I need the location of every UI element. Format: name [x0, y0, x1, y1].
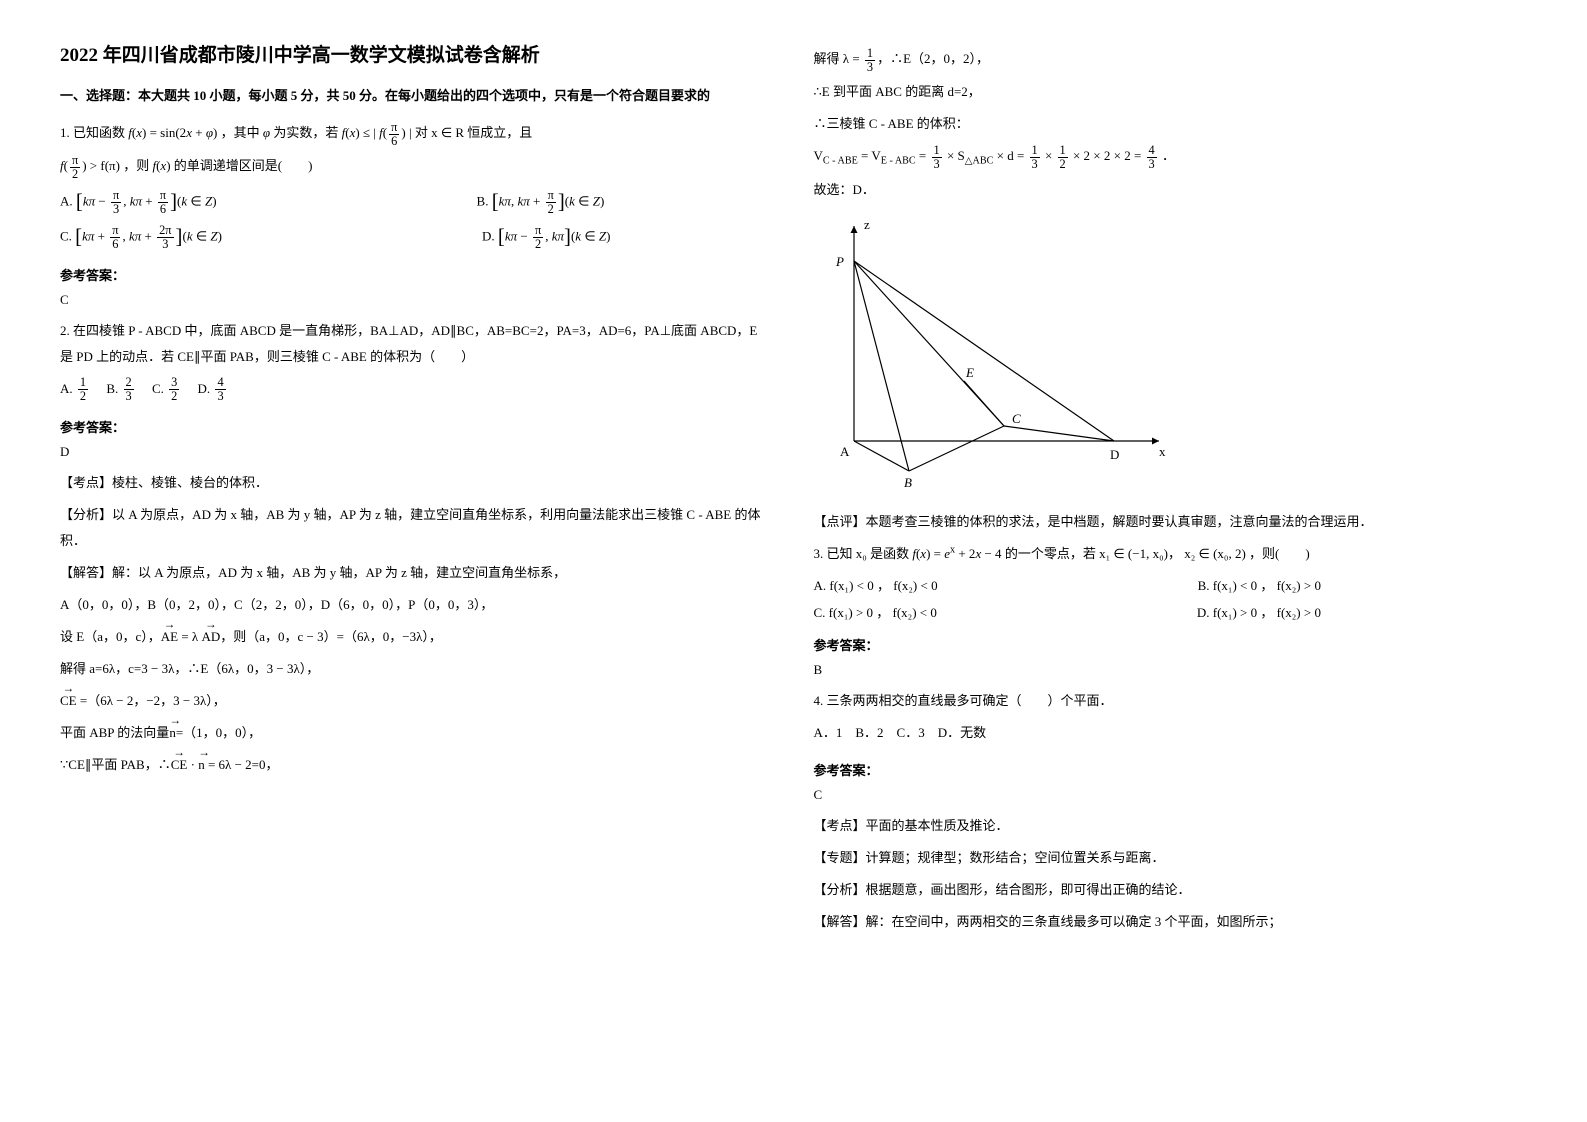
q2-jieda-5: CE =（6λ − 2，−2，3 − 3λ）， — [60, 688, 774, 714]
q3-opt-c: C. f(x₁) > 0 ， f(x₂) < 0 — [814, 602, 937, 621]
q3-answer-label: 参考答案： — [814, 635, 1528, 654]
q1-fdef: f(x) = sin(2x + φ) — [128, 125, 217, 140]
q2-r1: 解得 λ = 13，∴E（2，0，2）， — [814, 46, 1528, 73]
section-1-heading: 一、选择题：本大题共 10 小题，每小题 5 分，共 50 分。在每小题给出的四… — [60, 85, 774, 104]
pt-C: C — [1012, 411, 1021, 426]
page-title: 2022 年四川省成都市陵川中学高一数学文模拟试卷含解析 — [60, 40, 774, 67]
q3-stem: 3. 已知 x₀ 是函数 f(x) = ex + 2x − 4 的一个零点，若 … — [814, 541, 1528, 567]
q2-r3: ∴三棱锥 C - ABE 的体积： — [814, 111, 1528, 137]
q4-stem: 4. 三条两两相交的直线最多可确定（ ）个平面． — [814, 688, 1528, 714]
q1-cond1: f(x) ≤ | f(π6) | — [342, 125, 415, 140]
q4-jieda: 【解答】解：在空间中，两两相交的三条直线最多可以确定 3 个平面，如图所示； — [814, 909, 1528, 935]
q1-opt-d: D. [kπ − π2, kπ](k ∈ Z) — [482, 224, 610, 251]
q2-stem: 2. 在四棱锥 P - ABCD 中，底面 ABCD 是一直角梯形，BA⊥AD，… — [60, 318, 774, 370]
vector-ae: AE — [161, 624, 178, 650]
pt-D: D — [1110, 447, 1119, 462]
q1-mid4: ，则 — [123, 158, 149, 173]
q1-opt-b: B. [kπ, kπ + π2](k ∈ Z) — [477, 189, 605, 216]
q3-fx: f(x) = ex + 2x − 4 — [912, 546, 1001, 561]
q1-answer-label: 参考答案： — [60, 265, 774, 284]
q1-cond2: f(π2) > f(π) — [60, 158, 123, 173]
q4-zhuanti: 【专题】计算题；规律型；数形结合；空间位置关系与距离． — [814, 845, 1528, 871]
q2-fenxi: 【分析】以 A 为原点，AD 为 x 轴，AB 为 y 轴，AP 为 z 轴，建… — [60, 502, 774, 554]
q2-kaodian: 【考点】棱柱、棱锥、棱台的体积． — [60, 470, 774, 496]
q3-opt-a: A. f(x₁) < 0 ， f(x₂) < 0 — [814, 575, 938, 594]
q4-fenxi: 【分析】根据题意，画出图形，结合图形，即可得出正确的结论． — [814, 877, 1528, 903]
q2-options: A. 12 B. 23 C. 32 D. 43 — [60, 376, 774, 403]
q3-x0: x₀ — [856, 546, 867, 561]
q4-kaodian: 【考点】平面的基本性质及推论． — [814, 813, 1528, 839]
q3-opt-d: D. f(x₁) > 0 ， f(x₂) > 0 — [1197, 602, 1321, 621]
q4-answer: C — [814, 787, 1528, 803]
q1-options: A. [kπ − π3, kπ + π6](k ∈ Z) B. [kπ, kπ … — [60, 189, 774, 251]
q1-answer: C — [60, 292, 774, 308]
q1-phi: φ — [263, 125, 270, 140]
q2-r2: ∴E 到平面 ABC 的距离 d=2， — [814, 79, 1528, 105]
q1-stem-line2: f(π2) > f(π) ，则 f(x) 的单调递增区间是( ) — [60, 153, 774, 180]
q1-opt-a: A. [kπ − π3, kπ + π6](k ∈ Z) — [60, 189, 217, 216]
vector-ce: CE — [60, 688, 77, 714]
q3-answer: B — [814, 662, 1528, 678]
q2-guxuan: 故选：D． — [814, 177, 1528, 203]
q2-opt-d: D. 43 — [198, 381, 228, 396]
q1-mid3: 对 x ∈ R 恒成立，且 — [415, 125, 533, 140]
pt-P: P — [835, 254, 844, 269]
q2-diagram: z x A D B C P E — [814, 211, 1528, 501]
q2-jieda-7: ∵CE∥平面 PAB，∴CE · n = 6λ − 2=0， — [60, 752, 774, 778]
q1-stem: 1. 已知函数 f(x) = sin(2x + φ) ，其中 φ 为实数，若 f… — [60, 120, 774, 147]
q1-fx: f(x) — [152, 158, 170, 173]
q3-opt-b: B. f(x₁) < 0 ， f(x₂) > 0 — [1198, 575, 1321, 594]
q2-opt-a: A. 12 — [60, 381, 90, 396]
q2-answer: D — [60, 444, 774, 460]
q2-dianping: 【点评】本题考查三棱锥的体积的求法，是中档题，解题时要认真审题，注意向量法的合理… — [814, 509, 1528, 535]
pt-B: B — [904, 475, 912, 490]
q3-options: A. f(x₁) < 0 ， f(x₂) < 0 B. f(x₁) < 0 ， … — [814, 575, 1528, 621]
q3-c1: x₁ ∈ (−1, x₀) — [1099, 546, 1168, 561]
q1-stem-pre: 1. 已知函数 — [60, 125, 125, 140]
pt-E: E — [965, 365, 974, 380]
vector-n-2: n — [198, 752, 205, 778]
q4-answer-label: 参考答案： — [814, 760, 1528, 779]
q2-opt-c: C. 32 — [152, 381, 181, 396]
q2-answer-label: 参考答案： — [60, 417, 774, 436]
vector-ce-2: CE — [171, 752, 188, 778]
q2-volume-eq: VC - ABE = VE - ABC = 13 × S△ABC × d = 1… — [814, 143, 1528, 170]
pt-A: A — [840, 444, 850, 459]
q4-options: A．1 B．2 C．3 D．无数 — [814, 720, 1528, 746]
q2-jieda-6: 平面 ABP 的法向量n=（1，0，0）， — [60, 720, 774, 746]
axis-z-label: z — [864, 217, 870, 232]
axis-x-label: x — [1159, 444, 1166, 459]
q1-mid1: ，其中 — [221, 125, 260, 140]
q2-jieda-3: 设 E（a，0，c），AE = λ AD，则（a，0，c − 3）=（6λ，0，… — [60, 624, 774, 650]
q2-jieda-1: 【解答】解：以 A 为原点，AD 为 x 轴，AB 为 y 轴，AP 为 z 轴… — [60, 560, 774, 586]
vector-ad: AD — [201, 624, 220, 650]
q3-c2: x₂ ∈ (x₀, 2) — [1184, 546, 1246, 561]
q1-mid2: 为实数，若 — [273, 125, 338, 140]
q2-opt-b: B. 23 — [106, 381, 135, 396]
q1-tail: 的单调递增区间是( ) — [174, 158, 313, 173]
q2-jieda-4: 解得 a=6λ，c=3 − 3λ，∴E（6λ，0，3 − 3λ）， — [60, 656, 774, 682]
q1-opt-c: C. [kπ + π6, kπ + 2π3](k ∈ Z) — [60, 224, 222, 251]
